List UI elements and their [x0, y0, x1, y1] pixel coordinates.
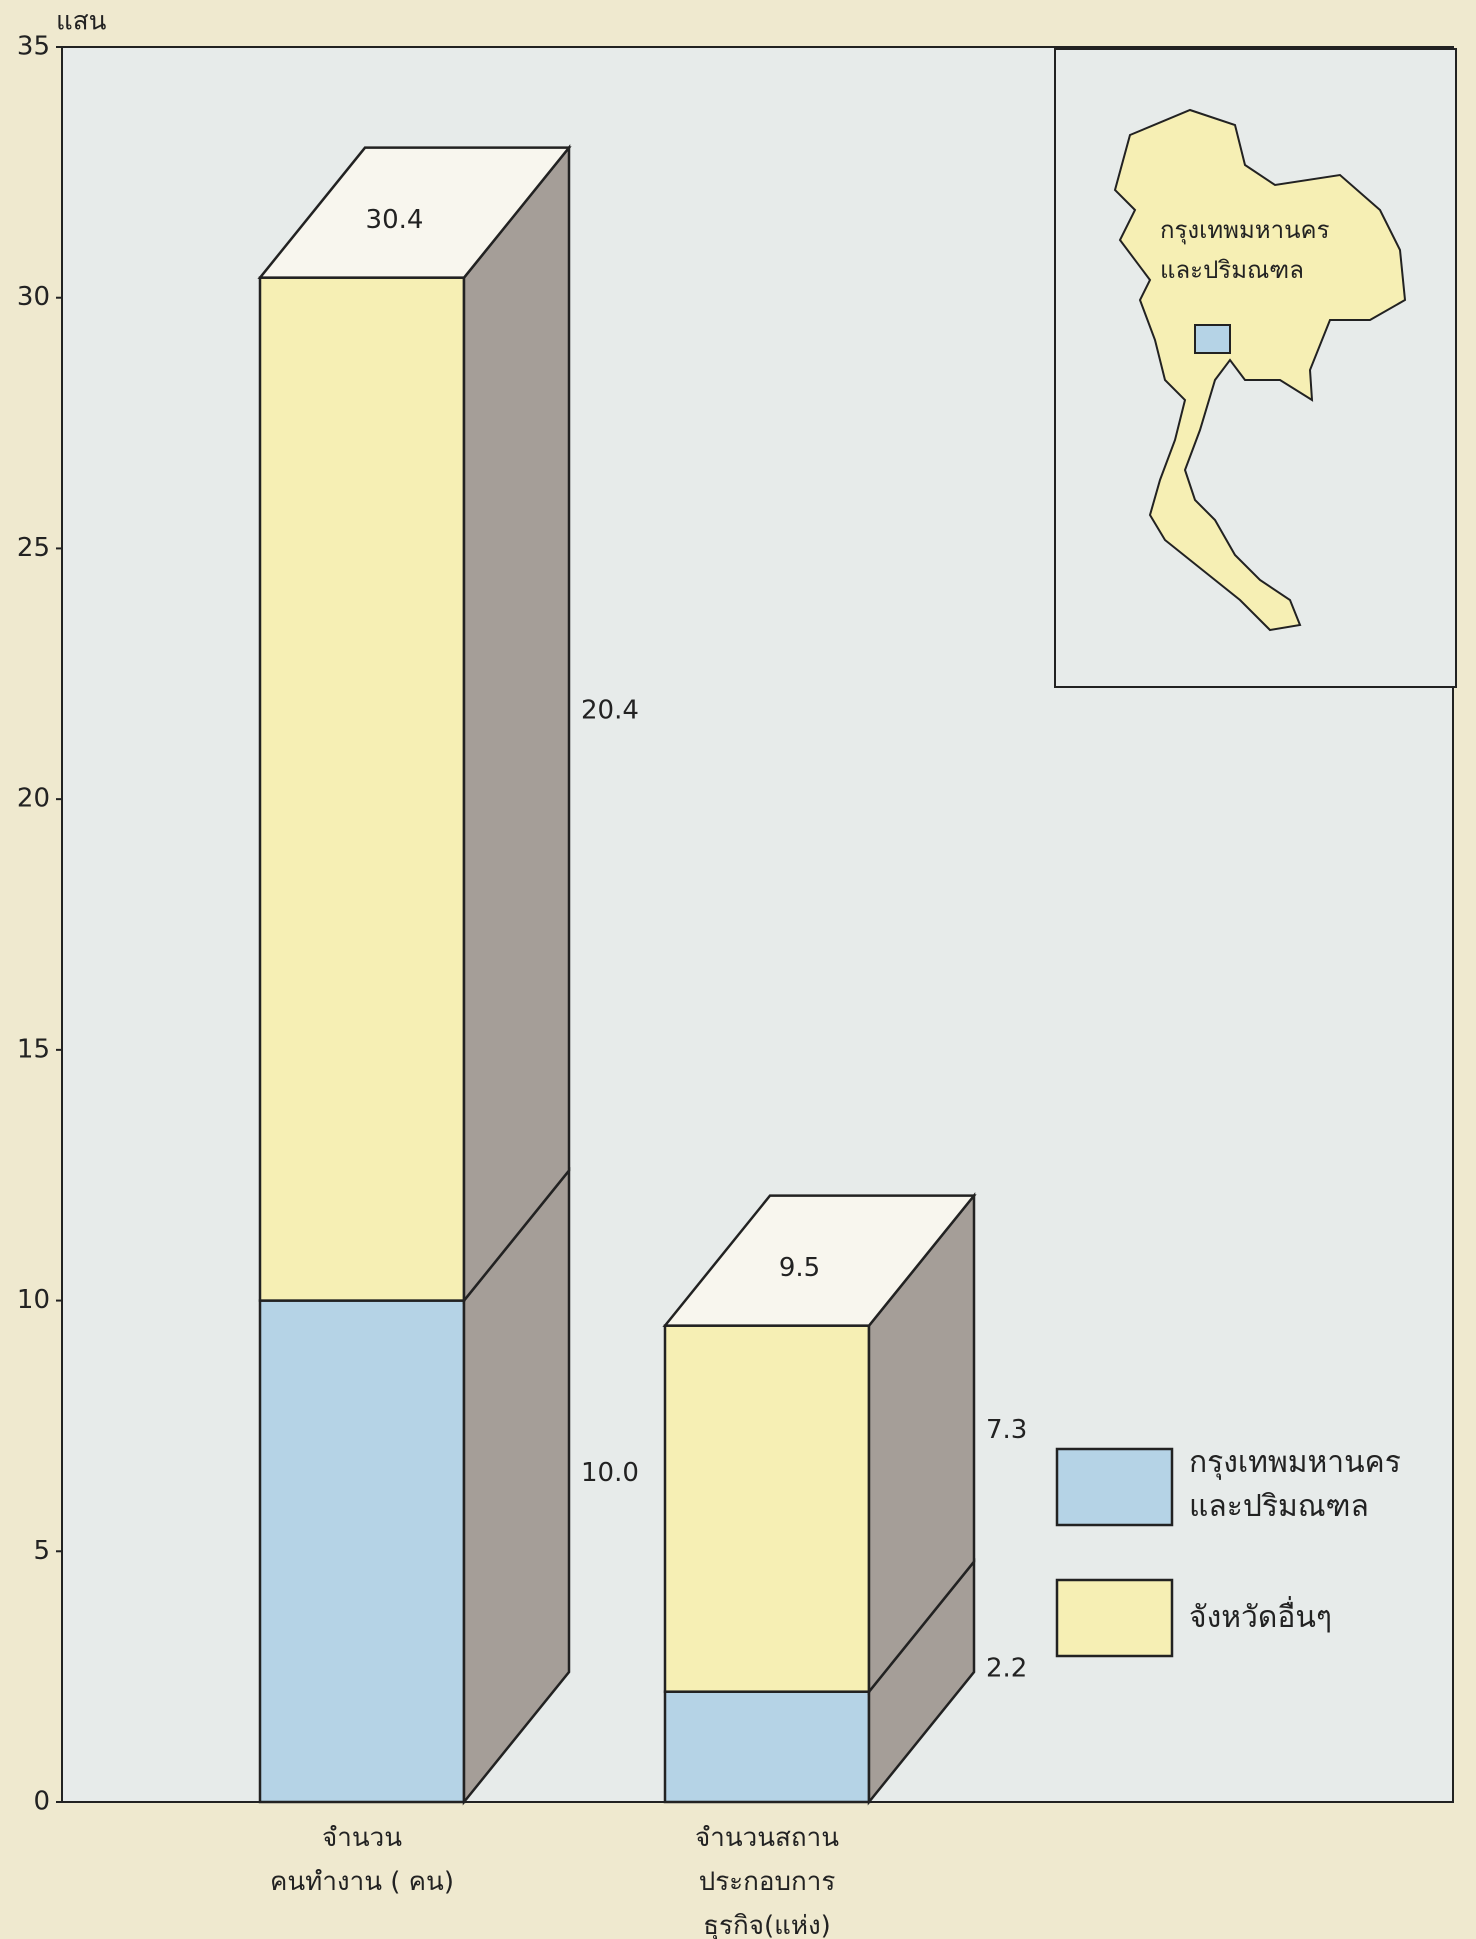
bar-segment	[258, 1299, 466, 1804]
bar-top	[662, 1194, 977, 1327]
legend-swatch	[1055, 1447, 1174, 1527]
y-tick-label: 10	[17, 1285, 50, 1315]
bar-segment	[663, 1324, 871, 1693]
y-tick-label: 15	[17, 1034, 50, 1064]
value-label: 10.0	[581, 1458, 639, 1488]
value-label: 2.2	[986, 1653, 1027, 1683]
map-inset	[1054, 48, 1457, 688]
map-label: กรุงเทพมหานคร และปริมณฑล	[1160, 216, 1330, 284]
y-tick-label: 20	[17, 784, 50, 814]
y-tick-label: 5	[33, 1536, 50, 1566]
y-tick-label: 35	[17, 32, 50, 62]
y-tick-label: 30	[17, 282, 50, 312]
legend-swatch	[1055, 1578, 1174, 1658]
y-tick-label: 25	[17, 533, 50, 563]
value-label: 7.3	[986, 1415, 1027, 1445]
y-tick-label: 0	[33, 1787, 50, 1817]
map-region	[1194, 324, 1231, 354]
x-tick-label: จำนวน คนทำงาน ( คน)	[270, 1823, 454, 1897]
bar-segment	[258, 276, 466, 1302]
total-label: 9.5	[779, 1253, 820, 1283]
legend-label: จังหวัดอื่นๆ	[1189, 1600, 1332, 1635]
bar-segment	[663, 1690, 871, 1804]
bar-top	[257, 146, 572, 279]
legend-label: กรุงเทพมหานคร และปริมณฑล	[1189, 1445, 1401, 1524]
value-label: 20.4	[581, 696, 639, 726]
x-tick-label: จำนวนสถาน ประกอบการ ธุรกิจ(แห่ง)	[695, 1823, 839, 1939]
map-shape	[1113, 108, 1407, 632]
total-label: 30.4	[366, 205, 424, 235]
y-unit: แสน	[56, 7, 107, 37]
bar-side	[462, 144, 571, 1305]
